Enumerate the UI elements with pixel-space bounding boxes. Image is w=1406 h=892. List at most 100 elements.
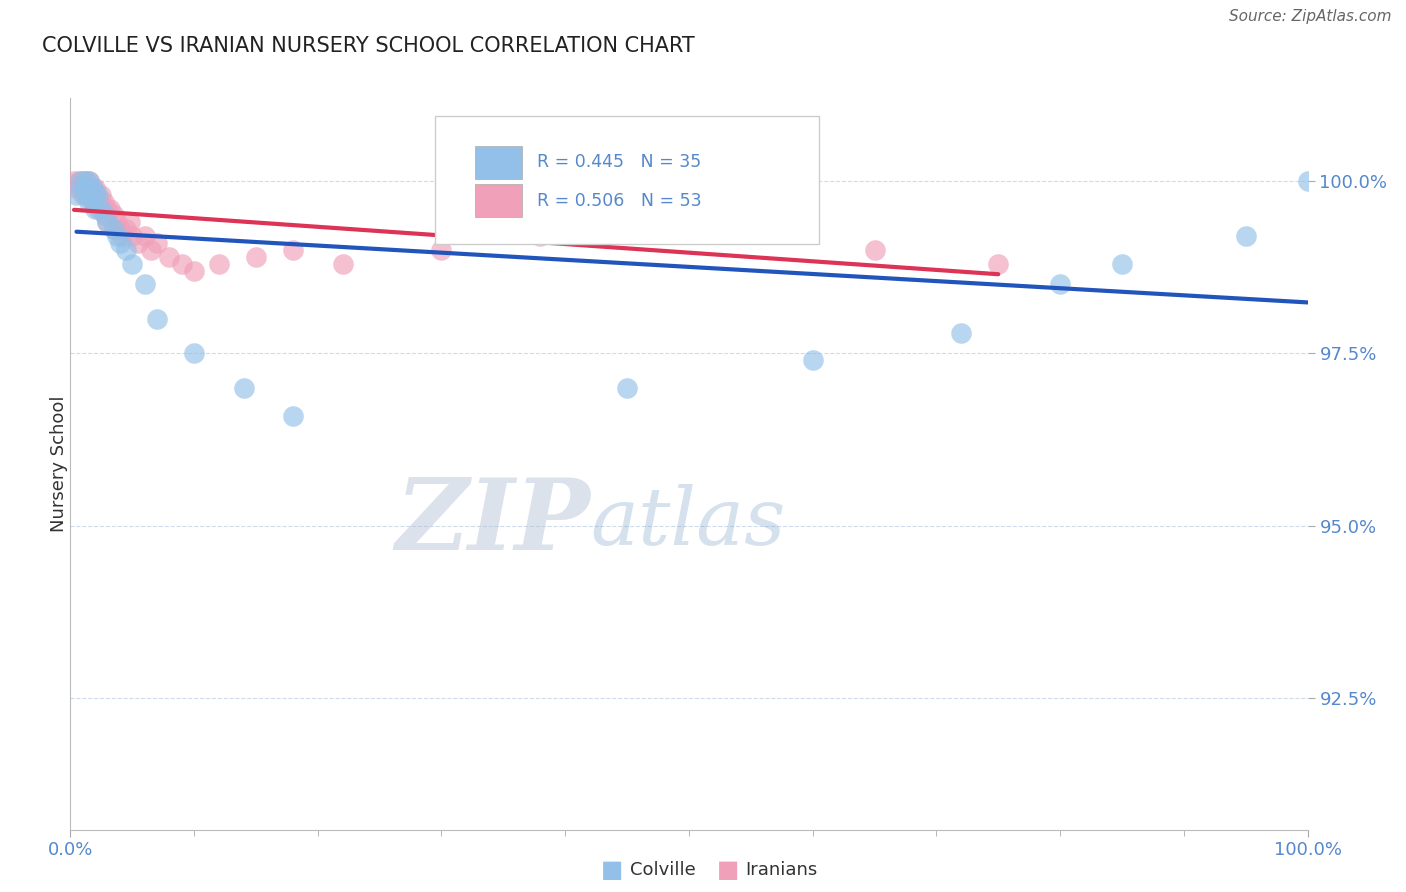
Point [281, 409, 304, 423]
Point [77, 174, 100, 188]
Point [108, 222, 131, 236]
Point [86, 202, 108, 216]
Point [232, 381, 254, 395]
Point [75, 181, 97, 195]
Point [96, 215, 118, 229]
Point [82, 181, 104, 195]
Text: Source: ZipAtlas.com: Source: ZipAtlas.com [1229, 9, 1392, 24]
Point [84, 202, 107, 216]
Point [96, 215, 118, 229]
Point [863, 243, 886, 257]
Point [90, 187, 112, 202]
FancyBboxPatch shape [436, 117, 818, 244]
Point [84, 181, 107, 195]
FancyBboxPatch shape [475, 184, 522, 217]
Point [430, 243, 453, 257]
Point [94, 209, 117, 223]
Point [183, 263, 205, 277]
Point [90, 202, 112, 216]
Point [94, 209, 117, 223]
Point [75, 187, 97, 202]
Point [1234, 229, 1257, 244]
Point [77, 194, 100, 209]
Point [987, 257, 1010, 271]
Point [82, 194, 104, 209]
Text: Colville: Colville [630, 861, 696, 879]
Point [63, 174, 86, 188]
FancyBboxPatch shape [475, 145, 522, 178]
Text: R = 0.506   N = 53: R = 0.506 N = 53 [537, 192, 702, 210]
Point [69, 174, 91, 188]
Point [75, 174, 97, 188]
Point [121, 229, 143, 244]
Point [77, 187, 100, 202]
Text: atlas: atlas [591, 483, 786, 561]
Point [103, 222, 125, 236]
Text: ZIP: ZIP [395, 475, 591, 571]
Point [170, 257, 193, 271]
Point [740, 222, 762, 236]
Point [75, 181, 97, 195]
Text: COLVILLE VS IRANIAN NURSERY SCHOOL CORRELATION CHART: COLVILLE VS IRANIAN NURSERY SCHOOL CORRE… [42, 36, 695, 55]
Point [82, 181, 104, 195]
Point [121, 257, 143, 271]
Point [90, 202, 112, 216]
Point [105, 215, 128, 229]
Point [93, 194, 115, 209]
Point [80, 187, 103, 202]
Point [332, 257, 354, 271]
Point [115, 243, 138, 257]
Point [529, 229, 551, 244]
Text: ■: ■ [600, 858, 623, 881]
Point [82, 194, 104, 209]
Point [98, 202, 121, 216]
Point [245, 250, 267, 264]
Point [84, 187, 107, 202]
Point [157, 250, 180, 264]
Point [84, 187, 107, 202]
Point [84, 194, 107, 209]
Point [79, 181, 101, 195]
Point [134, 277, 156, 292]
Point [83, 187, 105, 202]
Point [86, 187, 108, 202]
Point [108, 235, 131, 250]
Point [103, 209, 125, 223]
Point [1049, 277, 1071, 292]
Point [1296, 174, 1319, 188]
Point [72, 174, 94, 188]
Point [67, 174, 90, 188]
Point [76, 187, 98, 202]
Point [105, 229, 128, 244]
Point [801, 353, 824, 368]
Point [616, 381, 638, 395]
Point [139, 243, 162, 257]
Point [281, 243, 304, 257]
Point [79, 181, 101, 195]
Point [146, 312, 169, 326]
Point [69, 181, 91, 195]
Point [183, 346, 205, 360]
Point [118, 215, 141, 229]
Point [146, 235, 169, 250]
Point [87, 194, 110, 209]
Text: R = 0.445   N = 35: R = 0.445 N = 35 [537, 153, 702, 171]
Y-axis label: Nursery School: Nursery School [51, 395, 67, 533]
Point [65, 181, 87, 195]
Point [208, 257, 231, 271]
Point [76, 187, 98, 202]
Text: ■: ■ [717, 858, 740, 881]
Point [96, 202, 118, 216]
Point [1111, 257, 1133, 271]
Point [127, 235, 149, 250]
Point [72, 181, 94, 195]
Point [950, 326, 973, 340]
Point [72, 187, 94, 202]
Point [103, 222, 125, 236]
Text: Iranians: Iranians [745, 861, 817, 879]
Point [115, 222, 138, 236]
Point [134, 229, 156, 244]
Point [111, 229, 134, 244]
Point [77, 174, 100, 188]
Point [65, 187, 87, 202]
